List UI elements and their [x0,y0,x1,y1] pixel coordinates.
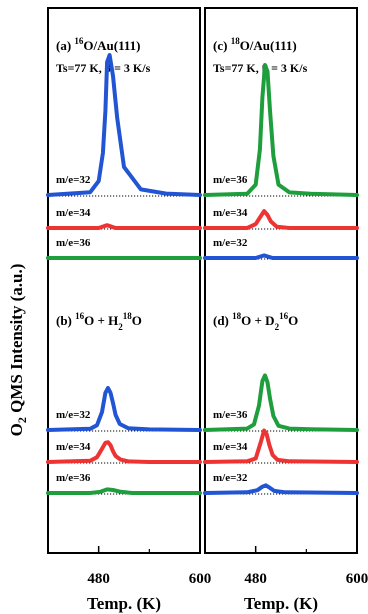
series-label: m/e=34 [213,441,248,453]
series-line [203,63,359,197]
x-axis-label: Temp. (K) [244,594,318,613]
title-part: 16 [279,311,289,321]
x-tick-label: 480 [87,571,110,587]
series-label: m/e=36 [213,409,248,421]
series-label: m/e=36 [56,237,91,249]
title-part: 2 [118,322,123,332]
title-part: O + D [241,313,274,328]
series-line [46,53,202,197]
title-part: (a) [56,38,74,53]
series-label: m/e=32 [213,472,248,484]
plot-frame [47,7,201,554]
series-line [46,223,202,230]
series-line [203,253,359,260]
title-part: (c) [213,38,231,53]
series-label: m/e=34 [56,441,91,453]
column-1: (a) 16O/Au(111)Ts=77 K, β = 3 K/sm/e=32m… [46,7,212,613]
title-part: 2 [275,322,280,332]
x-axis-label: Temp. (K) [87,594,161,613]
plot-frame [204,7,358,554]
series-line [203,483,359,495]
series-line [203,373,359,432]
series-line [46,487,202,495]
series-label: m/e=36 [213,174,248,186]
title-part: O + H [84,313,118,328]
x-tick-label: 600 [346,571,368,587]
title-part: 16 [75,311,85,321]
y-axis-label: O2 QMS Intensity (a.u.) [7,264,29,437]
series-line [46,386,202,432]
series-label: m/e=32 [56,409,91,421]
title-part: (d) [213,313,232,328]
series-label: m/e=32 [56,174,91,186]
series-label: m/e=32 [213,237,248,249]
title-part: O [288,313,298,328]
title-part: O/Au(111) [240,38,297,53]
series-label: m/e=36 [56,472,91,484]
panel-title: (d) 18O + D216O [213,311,298,332]
panel-a: (a) 16O/Au(111) Ts=77 K, β = 3 K/s m/e=32 m… [46,36,202,260]
panel-title: (c) 18O/Au(111) [213,36,297,53]
title-part: 18 [123,311,133,321]
title-part: 18 [232,311,242,321]
panels: (a) 16O/Au(111)Ts=77 K, β = 3 K/sm/e=32m… [46,7,368,613]
series-label: m/e=34 [56,207,91,219]
column-2: (c) 18O/Au(111)Ts=77 K, β = 3 K/sm/e=36m… [203,7,368,613]
series-line [203,428,359,464]
x-tick-label: 480 [244,571,267,587]
title-part: (b) [56,313,75,328]
title-part: O [132,313,142,328]
series-label: m/e=34 [213,207,248,219]
panel-subtitle: Ts=77 K, β = 3 K/s [213,61,308,75]
series-line [46,440,202,464]
series-line [203,209,359,230]
panel-title: (b) 16O + H218O [56,311,142,332]
title-part: 16 [74,36,84,46]
panel-c: (c) 18O/Au(111) Ts=77 K, β = 3 K/s m/e=36 m… [203,36,359,260]
panel-title: (a) 16O/Au(111) [56,36,141,53]
x-tick-label: 600 [189,571,212,587]
title-part: 18 [231,36,241,46]
panel-subtitle: Ts=77 K, β = 3 K/s [56,61,151,75]
title-part: O/Au(111) [83,38,140,53]
